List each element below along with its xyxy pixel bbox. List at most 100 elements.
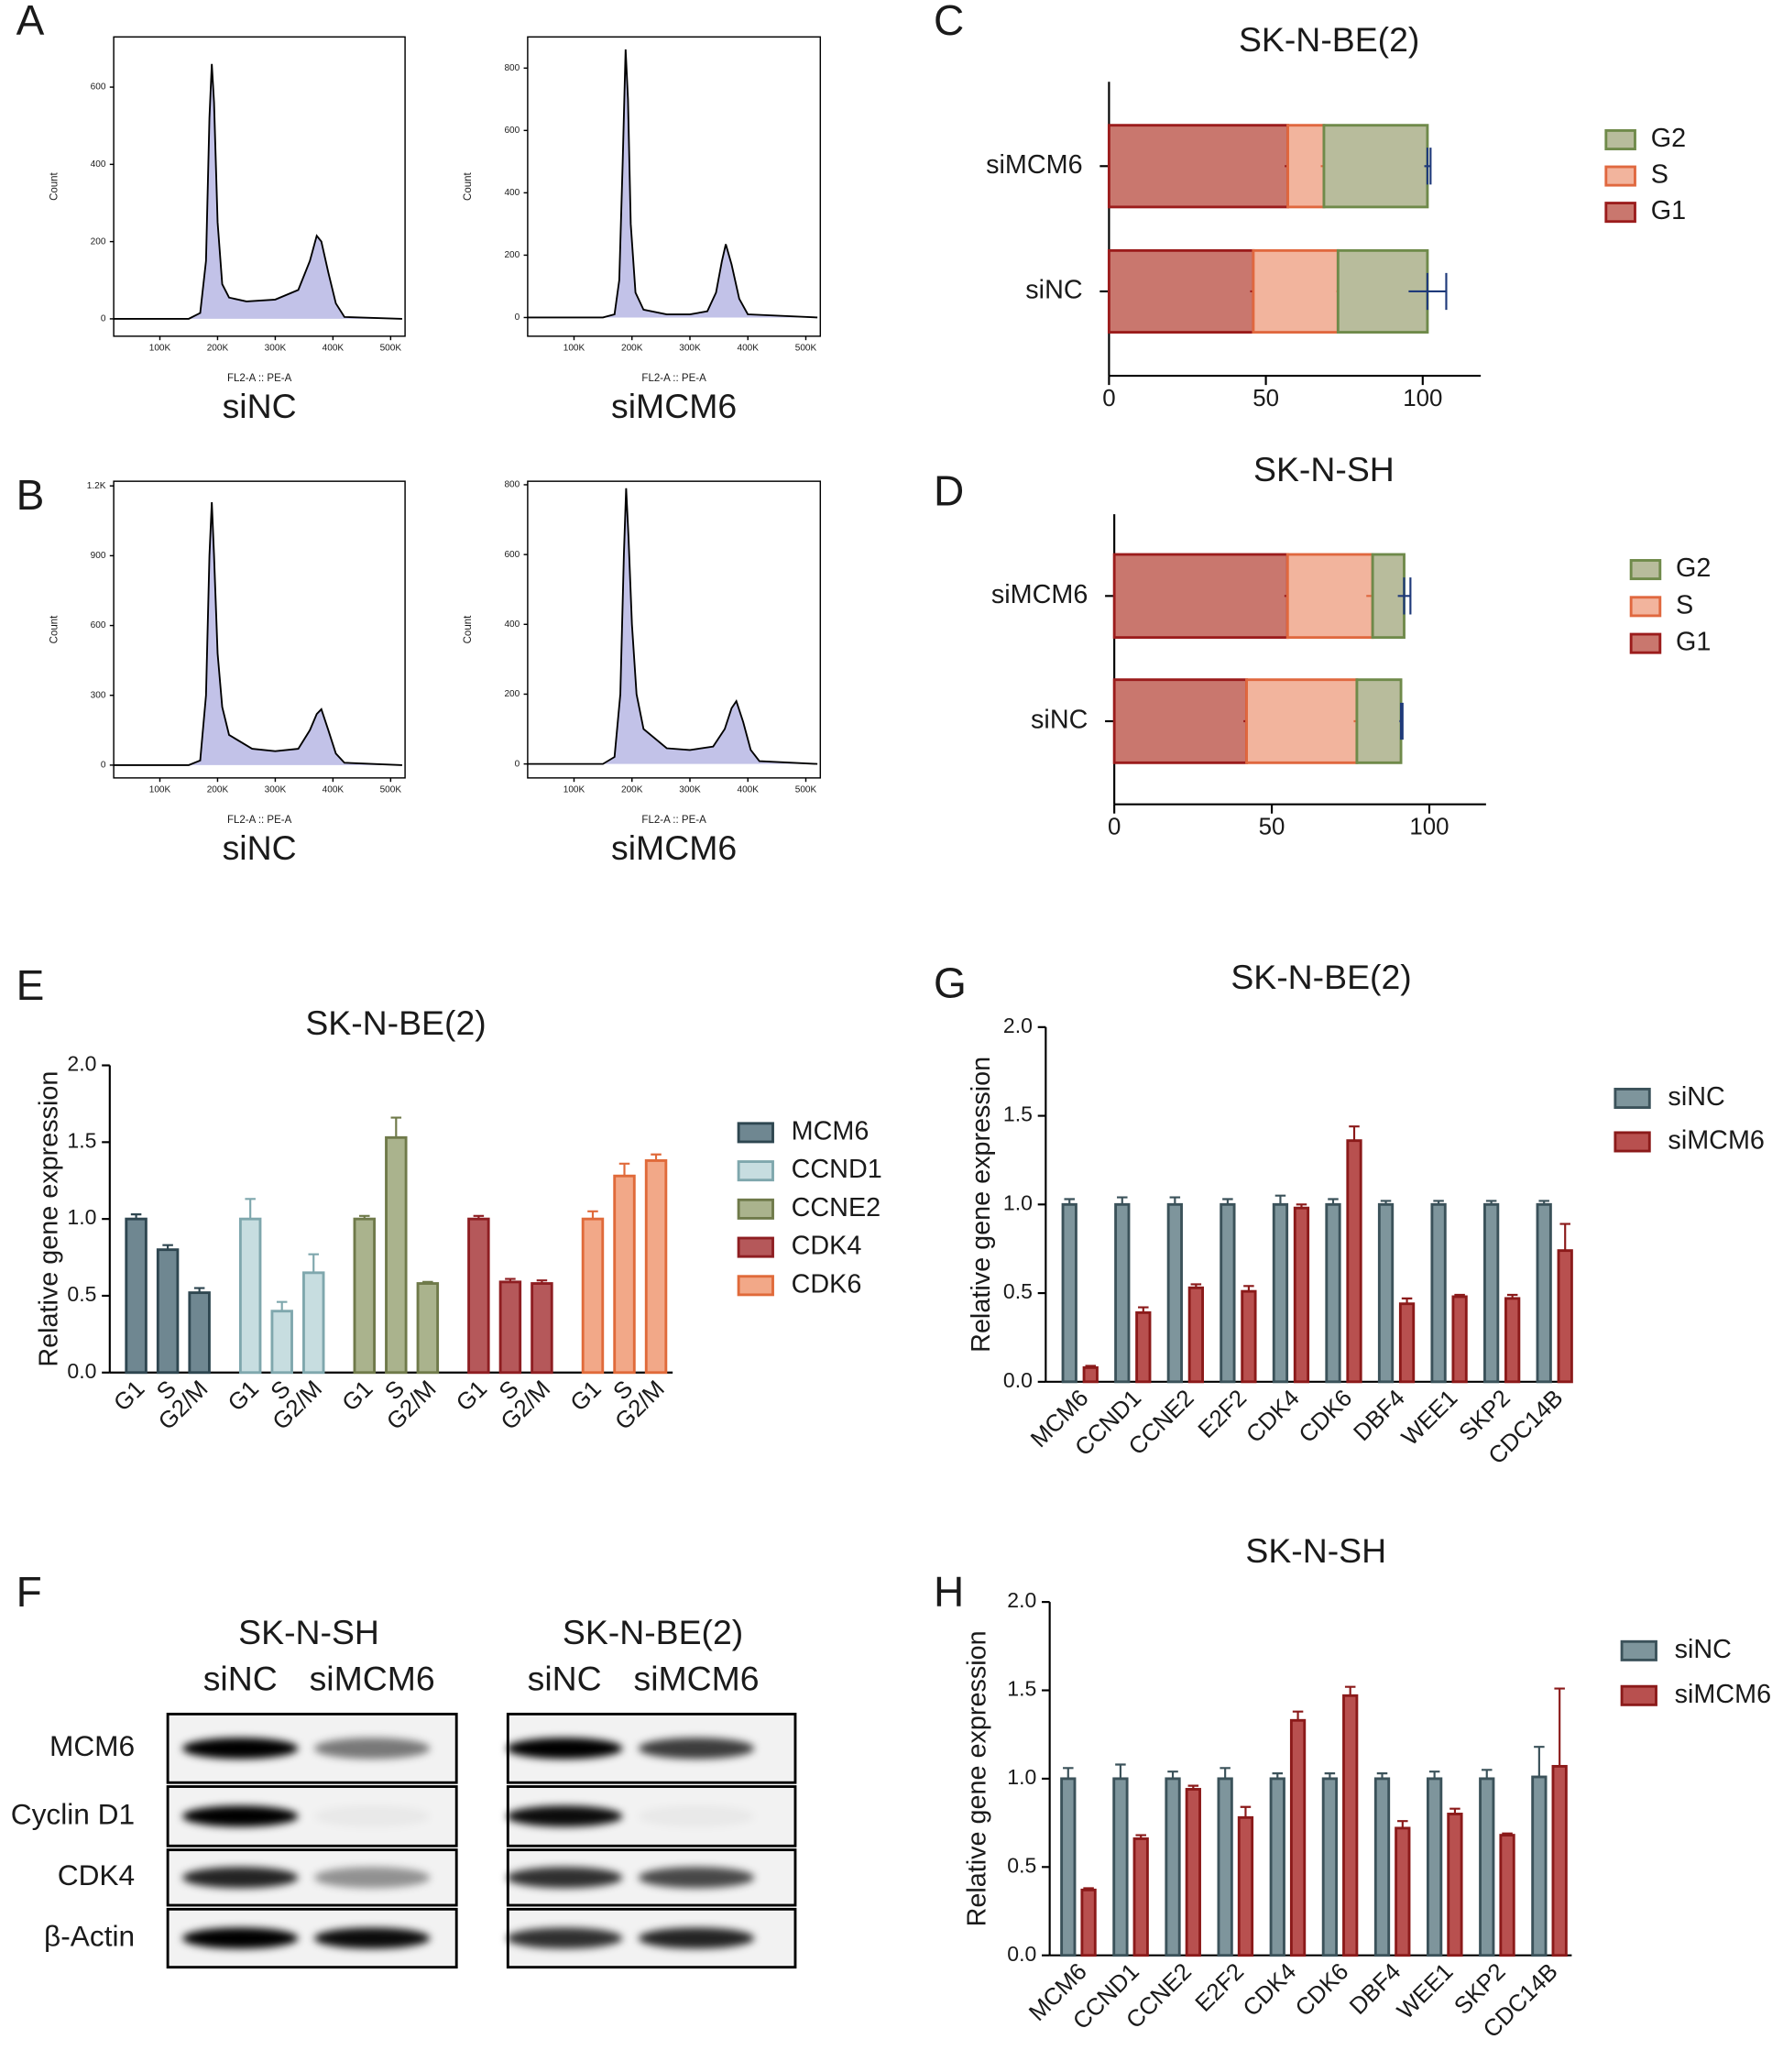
- bar-segment: [1355, 678, 1403, 764]
- blot-group-title: SK-N-SH: [238, 1613, 379, 1651]
- x-tick-label: 50: [1259, 814, 1285, 839]
- bar: [1447, 1813, 1463, 1957]
- y-tick-label: 800: [504, 63, 520, 73]
- chart-title: SK-N-SH: [1253, 450, 1395, 488]
- x-tick-label: WEE1: [1397, 1386, 1463, 1452]
- bar-segment: [1107, 124, 1290, 209]
- legend-swatch: [737, 1236, 774, 1258]
- blot-band: [313, 1805, 431, 1827]
- legend-swatch: [1629, 559, 1662, 581]
- bar: [1531, 1775, 1548, 1957]
- legend-label: S: [1651, 160, 1668, 190]
- error-bar: [1115, 1763, 1126, 1779]
- bar: [238, 1217, 262, 1375]
- caption: siMCM6: [611, 387, 737, 425]
- area: [114, 63, 402, 319]
- error-bar: [1292, 1710, 1304, 1721]
- x-axis-label: FL2-A :: PE-A: [641, 815, 706, 826]
- legend-swatch: [1604, 129, 1636, 151]
- bar: [613, 1174, 636, 1375]
- bar: [385, 1135, 408, 1375]
- chart-title: SK-N-BE(2): [1231, 958, 1411, 996]
- bar: [1398, 1302, 1416, 1384]
- bar: [1321, 1777, 1339, 1957]
- y-axis-label: Count: [49, 171, 60, 200]
- error-bar: [308, 1253, 319, 1273]
- legend-label: CCNE2: [792, 1193, 881, 1222]
- line: [527, 488, 818, 765]
- legend-label: G2: [1676, 554, 1711, 583]
- error-bar: [1424, 148, 1432, 185]
- x-tick-label: 400K: [737, 784, 759, 795]
- bar-segment: [1112, 553, 1289, 640]
- bar: [1536, 1202, 1552, 1384]
- x-tick-label: 500K: [795, 784, 817, 795]
- blot-band: [313, 1738, 431, 1760]
- y-tick-label: 400: [504, 188, 520, 198]
- bar: [1373, 1777, 1391, 1957]
- bar: [1551, 1764, 1568, 1957]
- x-tick-label: 500K: [380, 784, 402, 795]
- y-tick-label: 800: [504, 480, 520, 490]
- blot-band: [638, 1927, 755, 1949]
- error-bar: [1554, 1687, 1565, 1767]
- bar: [302, 1271, 325, 1375]
- y-tick-label: 2.0: [67, 1052, 96, 1076]
- legend-swatch: [1620, 1684, 1657, 1706]
- chart-title: SK-N-SH: [1245, 1531, 1386, 1570]
- blot-row-label: MCM6: [49, 1729, 135, 1762]
- bar: [1325, 1202, 1341, 1384]
- line: [114, 501, 402, 766]
- x-tick-label: 0: [1108, 814, 1121, 839]
- lane-label: siMCM6: [310, 1659, 435, 1697]
- legend-swatch: [1604, 202, 1636, 224]
- x-axis-label: FL2-A :: PE-A: [227, 815, 292, 826]
- bar-segment: [1285, 553, 1374, 640]
- bar-segment: [1286, 124, 1326, 209]
- bar: [1272, 1202, 1289, 1384]
- y-tick-label: 0: [515, 312, 520, 323]
- y-tick-label: 0.5: [67, 1282, 96, 1306]
- bar-segment: [1107, 248, 1255, 334]
- x-tick-label: 300K: [679, 784, 701, 795]
- blot-row-label: CDK4: [58, 1858, 135, 1891]
- x-tick-label: 300K: [679, 343, 701, 353]
- bar: [1132, 1837, 1149, 1957]
- bar: [1165, 1777, 1181, 1957]
- error-bar: [1274, 1194, 1286, 1205]
- bar: [1061, 1202, 1077, 1384]
- caption: siNC: [223, 828, 297, 867]
- chart-title: SK-N-BE(2): [1239, 20, 1419, 59]
- y-axis-label: Count: [49, 615, 60, 643]
- chart-title: SK-N-BE(2): [305, 1003, 486, 1042]
- category-label: siMCM6: [986, 150, 1082, 180]
- panel-label: A: [16, 0, 45, 44]
- y-tick-label: 200: [504, 250, 520, 260]
- y-axis-label: Relative gene expression: [35, 1071, 64, 1367]
- bar: [1166, 1202, 1183, 1384]
- error-bar: [1220, 1767, 1231, 1779]
- y-tick-label: 1.0: [67, 1205, 96, 1229]
- x-tick-label: WEE1: [1393, 1958, 1459, 2024]
- blot-band: [638, 1867, 755, 1889]
- lane-label: siNC: [203, 1659, 278, 1697]
- bar: [270, 1310, 293, 1375]
- y-tick-label: 1.0: [1007, 1765, 1036, 1789]
- plot-frame: [113, 480, 406, 779]
- x-tick-label: G1: [566, 1376, 607, 1416]
- x-tick-label: 400K: [737, 343, 759, 353]
- y-tick-label: 1.5: [1003, 1102, 1033, 1126]
- bar: [1217, 1777, 1233, 1957]
- bar: [1504, 1297, 1521, 1384]
- bar: [1499, 1834, 1515, 1957]
- x-tick-label: CDK4: [1239, 1958, 1302, 2022]
- y-tick-label: 600: [504, 550, 520, 560]
- x-tick-label: CDK4: [1242, 1386, 1305, 1449]
- y-tick-label: 2.0: [1003, 1014, 1033, 1037]
- bar: [581, 1217, 605, 1375]
- x-tick-label: 100: [1403, 386, 1442, 411]
- y-axis-label: Relative gene expression: [967, 1057, 996, 1353]
- x-tick-label: G1: [224, 1376, 264, 1416]
- blot-band: [506, 1867, 623, 1889]
